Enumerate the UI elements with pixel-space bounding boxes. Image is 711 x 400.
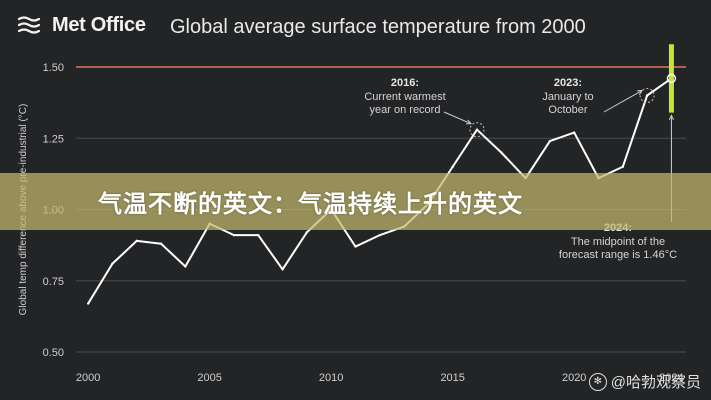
paw-icon: ✻ (588, 372, 607, 391)
data-point (475, 128, 479, 131)
annotation-arrow (443, 111, 472, 125)
annotation-arrowhead (465, 119, 473, 125)
annotation-text: October (548, 104, 587, 116)
annotation-text: The midpoint of the (571, 236, 665, 248)
data-point (573, 131, 576, 134)
forecast-midpoint-marker (666, 73, 677, 84)
annotation-text: Current warmest (364, 91, 445, 103)
data-point (451, 165, 454, 168)
annotation-heading: 2016: (391, 77, 419, 89)
data-point (548, 139, 552, 143)
banner-text: 气温不断的英文：气温持续上升的英文 (98, 191, 523, 218)
data-point (159, 242, 163, 245)
data-point (621, 165, 625, 168)
chart-title: Global average surface temperature from … (170, 16, 586, 38)
watermark-text: @哈勃观察员 (610, 374, 701, 391)
data-point (305, 231, 309, 234)
annotation-text: January to (542, 91, 593, 103)
x-tick-label: 2020 (562, 372, 586, 384)
data-point (86, 302, 90, 305)
y-tick-label: 0.50 (43, 347, 64, 359)
annotation-text: forecast range is 1.46°C (559, 249, 677, 261)
watermark: ✻ @哈勃观察员 (588, 371, 701, 392)
data-point (135, 239, 138, 243)
brand-name: Met Office (52, 14, 146, 36)
y-tick-label: 0.75 (43, 276, 64, 288)
highlight-circle (469, 122, 485, 138)
annotation-heading: 2023: (554, 77, 582, 89)
x-tick-label: 2000 (76, 372, 100, 384)
x-tick-label: 2024 (659, 372, 683, 384)
met-office-logo-icon (17, 15, 41, 34)
x-tick-label: 2010 (319, 372, 343, 384)
annotation-arrowhead (637, 89, 644, 95)
y-tick-label: 1.25 (43, 133, 64, 145)
data-point (500, 151, 503, 154)
data-point (257, 233, 260, 237)
data-point (645, 94, 649, 97)
annotation-text: year on record (370, 104, 441, 116)
annotation-arrowhead (668, 114, 675, 121)
data-point (378, 233, 381, 237)
data-point (184, 265, 187, 268)
met-office-logo: Met Office (16, 14, 146, 37)
data-point (281, 268, 284, 271)
highlight-circle (639, 88, 655, 103)
data-point (232, 233, 236, 237)
x-tick-label: 2005 (197, 372, 221, 384)
overlay-banner (0, 173, 711, 230)
data-point (111, 262, 114, 265)
y-tick-label: 1.50 (43, 62, 64, 74)
x-tick-label: 2015 (440, 372, 464, 384)
annotation-arrow (603, 90, 643, 113)
data-point (354, 245, 357, 248)
